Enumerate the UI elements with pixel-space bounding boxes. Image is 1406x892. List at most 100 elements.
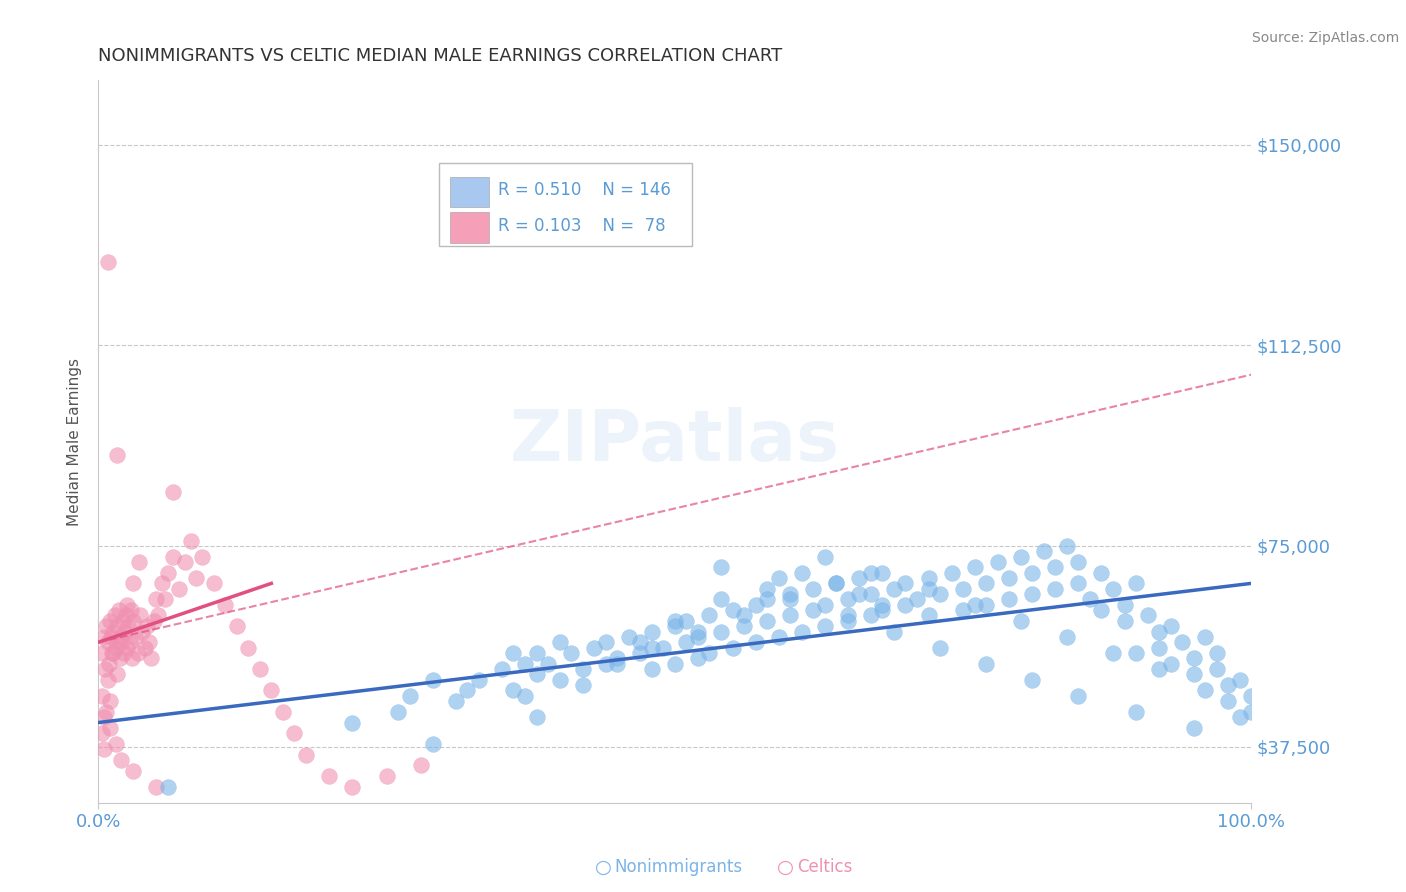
Point: [96, 705, 118, 719]
Text: Nonimmigrants: Nonimmigrants: [614, 858, 742, 876]
Point: [1218, 678, 1240, 692]
Point: [97, 673, 120, 687]
Point: [103, 624, 125, 639]
Point: [145, 780, 167, 794]
Point: [444, 694, 467, 708]
Point: [1067, 555, 1090, 569]
Point: [1056, 630, 1078, 644]
Point: [686, 630, 709, 644]
Point: [1102, 646, 1125, 660]
Point: [1078, 592, 1101, 607]
Point: [105, 619, 128, 633]
Point: [1045, 582, 1067, 596]
Point: [710, 592, 733, 607]
Point: [756, 582, 779, 596]
Point: [96, 619, 118, 633]
Point: [93, 710, 115, 724]
Point: [1194, 683, 1216, 698]
Point: [952, 582, 974, 596]
Point: [122, 764, 145, 778]
Point: [710, 624, 733, 639]
Point: [387, 705, 409, 719]
Point: [1125, 576, 1147, 591]
Point: [1114, 614, 1136, 628]
Point: [118, 635, 141, 649]
Point: [686, 624, 709, 639]
Point: [134, 640, 156, 655]
Point: [104, 737, 127, 751]
Point: [375, 769, 398, 783]
Point: [131, 624, 153, 639]
Text: ○: ○: [595, 857, 612, 877]
Point: [238, 640, 260, 655]
Point: [801, 603, 824, 617]
FancyBboxPatch shape: [439, 163, 692, 246]
Point: [837, 614, 859, 628]
Point: [135, 619, 157, 633]
Point: [801, 582, 824, 596]
Point: [628, 646, 651, 660]
Point: [1032, 544, 1054, 558]
Point: [721, 603, 744, 617]
Point: [872, 598, 894, 612]
Point: [117, 640, 139, 655]
Point: [998, 592, 1021, 607]
Point: [1067, 689, 1090, 703]
Point: [174, 555, 197, 569]
Point: [699, 608, 721, 623]
Point: [756, 614, 779, 628]
Point: [733, 619, 755, 633]
Point: [872, 566, 894, 580]
Point: [929, 587, 952, 601]
Point: [675, 635, 697, 649]
Text: Celtics: Celtics: [797, 858, 852, 876]
Point: [814, 549, 837, 564]
Point: [974, 598, 997, 612]
Point: [202, 576, 225, 591]
Point: [571, 678, 593, 692]
Point: [883, 582, 905, 596]
Point: [526, 646, 548, 660]
Point: [859, 587, 882, 601]
Text: R = 0.510    N = 146: R = 0.510 N = 146: [499, 181, 671, 199]
Point: [156, 780, 179, 794]
Point: [710, 560, 733, 574]
Point: [1218, 694, 1240, 708]
Point: [1114, 598, 1136, 612]
Point: [872, 603, 894, 617]
Point: [111, 614, 134, 628]
Point: [191, 549, 214, 564]
Point: [502, 646, 524, 660]
Point: [1067, 576, 1090, 591]
Point: [929, 640, 952, 655]
Point: [699, 646, 721, 660]
Point: [94, 662, 117, 676]
Point: [249, 662, 271, 676]
Point: [744, 598, 766, 612]
Point: [1171, 635, 1194, 649]
Point: [1147, 640, 1170, 655]
Point: [1010, 549, 1032, 564]
Point: [1240, 689, 1263, 703]
Point: [98, 694, 121, 708]
Point: [560, 646, 582, 660]
Point: [162, 549, 184, 564]
Point: [1136, 608, 1159, 623]
Point: [422, 737, 444, 751]
Point: [606, 651, 628, 665]
Point: [502, 683, 524, 698]
Point: [124, 630, 146, 644]
Point: [779, 587, 801, 601]
Point: [917, 608, 939, 623]
Point: [156, 566, 179, 580]
Point: [513, 657, 536, 671]
Point: [121, 651, 143, 665]
Point: [1021, 587, 1043, 601]
Point: [894, 576, 917, 591]
Point: [122, 576, 145, 591]
Point: [93, 630, 115, 644]
Point: [468, 673, 491, 687]
Point: [110, 630, 132, 644]
Point: [1182, 721, 1205, 735]
Point: [97, 635, 120, 649]
